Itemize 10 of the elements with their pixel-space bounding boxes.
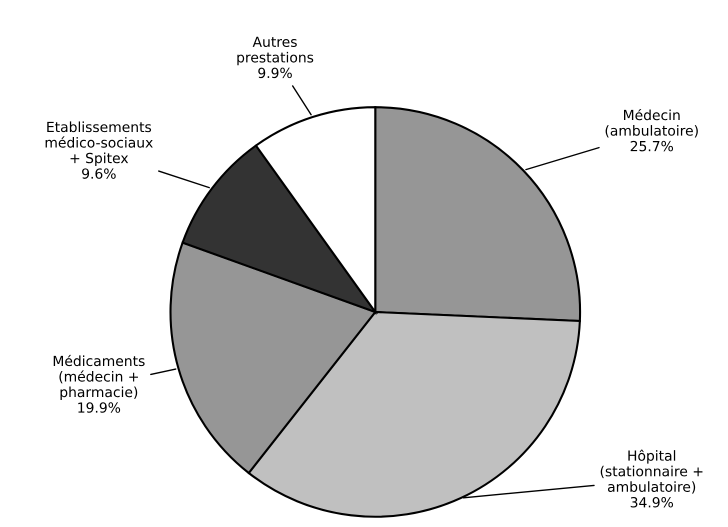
data-label: 9.6% [82, 168, 116, 179]
slice-label: Autres prestations [237, 36, 314, 66]
data-label: 19.9% [78, 402, 120, 413]
slice-label: Médicaments (médecin + pharmacie) [54, 354, 145, 400]
slice-label: Hôpital (stationnaire + ambulatoire) [600, 450, 702, 494]
slice-label: Médecin (ambulatoire) [606, 108, 698, 138]
slice-label: Etablissements médico-sociaux + Spitex [46, 121, 153, 166]
data-label: 34.9% [630, 497, 674, 508]
data-label: 25.7% [630, 140, 674, 152]
data-label: 9.9% [258, 68, 292, 78]
